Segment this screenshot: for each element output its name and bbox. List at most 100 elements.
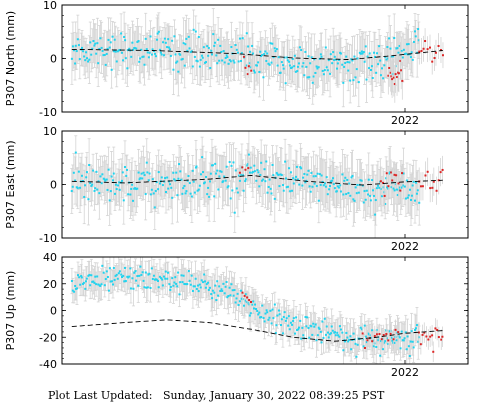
daily-point: [362, 51, 365, 54]
daily-point: [84, 280, 87, 283]
daily-point: [92, 169, 95, 172]
panel-up: -40 -20 0 20 40 2022 P307 Up (mm): [4, 251, 469, 379]
daily-point: [408, 188, 411, 191]
daily-point: [330, 325, 333, 328]
daily-point: [194, 277, 197, 280]
daily-point: [393, 189, 396, 192]
daily-point: [372, 189, 375, 192]
daily-point: [145, 161, 148, 164]
daily-point: [284, 177, 287, 180]
daily-point: [258, 311, 261, 314]
daily-point: [234, 44, 237, 47]
daily-point: [336, 62, 339, 65]
daily-point: [363, 190, 366, 193]
daily-point: [189, 51, 192, 54]
rapid-point: [248, 299, 251, 302]
daily-point: [282, 184, 285, 187]
daily-point: [87, 274, 90, 277]
daily-point: [198, 184, 201, 187]
daily-point: [260, 161, 263, 164]
rapid-point: [389, 332, 392, 335]
daily-point: [101, 264, 104, 267]
daily-point: [91, 47, 94, 50]
daily-point: [309, 324, 312, 327]
daily-point: [163, 54, 166, 57]
daily-point: [128, 275, 131, 278]
daily-point: [231, 289, 234, 292]
daily-point: [160, 277, 163, 280]
rapid-point: [431, 60, 434, 63]
daily-point: [207, 281, 210, 284]
daily-point: [279, 324, 282, 327]
daily-point: [217, 38, 220, 41]
daily-point: [371, 329, 374, 332]
daily-point: [282, 189, 285, 192]
daily-point: [279, 71, 282, 74]
daily-point: [410, 330, 413, 333]
daily-point: [329, 180, 332, 183]
daily-point: [346, 178, 349, 181]
daily-point: [344, 176, 347, 179]
daily-point: [266, 311, 269, 314]
daily-point: [253, 69, 256, 72]
daily-point: [348, 338, 351, 341]
daily-point: [219, 289, 222, 292]
daily-point: [307, 169, 310, 172]
panel-north: -10 0 10 2022 P307 North (mm): [4, 0, 469, 127]
daily-point: [75, 50, 78, 53]
daily-point: [134, 47, 137, 50]
daily-point: [77, 170, 80, 173]
daily-point: [319, 183, 322, 186]
daily-point: [226, 56, 229, 59]
daily-point: [334, 334, 337, 337]
rapid-point: [421, 185, 424, 188]
daily-point: [267, 318, 270, 321]
daily-point: [413, 199, 416, 202]
daily-point: [257, 171, 260, 174]
daily-point: [107, 168, 110, 171]
daily-point: [191, 65, 194, 68]
daily-point: [301, 326, 304, 329]
daily-point: [412, 40, 415, 43]
rapid-point: [418, 50, 421, 53]
daily-point: [296, 70, 299, 73]
y-axis-label-east: P307 East (mm): [4, 140, 17, 228]
daily-point: [402, 339, 405, 342]
daily-point: [171, 39, 174, 42]
daily-point: [71, 45, 74, 48]
daily-point: [393, 37, 396, 40]
daily-point: [190, 50, 193, 53]
daily-point: [352, 79, 355, 82]
daily-point: [367, 178, 370, 181]
daily-point: [268, 316, 271, 319]
daily-point: [380, 195, 383, 198]
daily-point: [192, 180, 195, 183]
daily-point: [199, 173, 202, 176]
daily-point: [164, 277, 167, 280]
daily-point: [379, 74, 382, 77]
daily-point: [316, 334, 319, 337]
daily-point: [401, 339, 404, 342]
daily-point: [139, 265, 142, 268]
daily-point: [123, 35, 126, 38]
daily-point: [178, 163, 181, 166]
daily-point: [356, 183, 359, 186]
daily-point: [157, 171, 160, 174]
rapid-point: [394, 73, 397, 76]
daily-point: [134, 187, 137, 190]
rapid-point: [434, 51, 437, 54]
daily-point: [314, 175, 317, 178]
daily-point: [103, 54, 106, 57]
rapid-point: [385, 172, 388, 175]
daily-point: [189, 283, 192, 286]
daily-point: [272, 56, 275, 59]
daily-point: [350, 176, 353, 179]
daily-point: [365, 189, 368, 192]
plot-area-up: [70, 257, 444, 364]
daily-point: [108, 267, 111, 270]
daily-point: [266, 52, 269, 55]
panel-east: -10 0 10 2022 P307 East (mm): [4, 125, 469, 253]
daily-point: [214, 162, 217, 165]
daily-point: [347, 340, 350, 343]
daily-point: [90, 184, 93, 187]
